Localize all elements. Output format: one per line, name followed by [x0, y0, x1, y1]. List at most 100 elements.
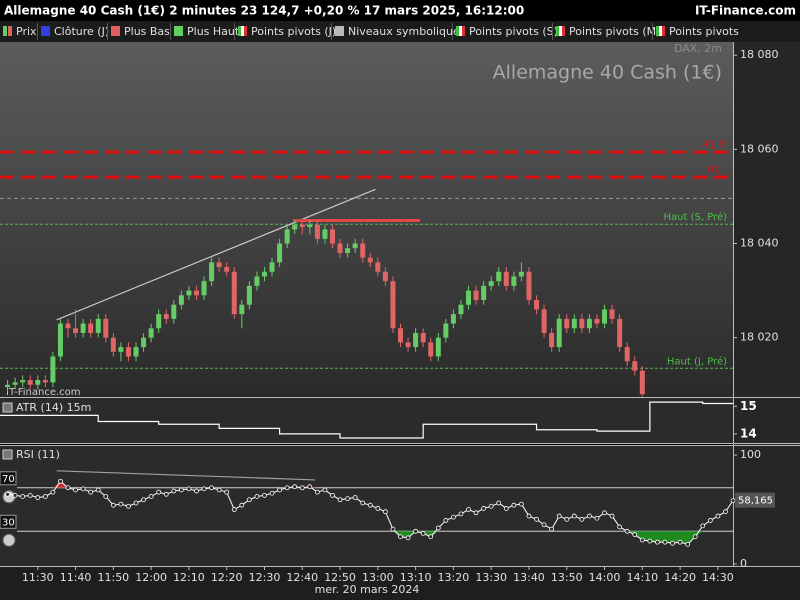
rsi-point: [50, 489, 56, 495]
x-tick-label: 12:00: [135, 571, 167, 584]
rsi-point: [541, 522, 547, 528]
toolbar-icon: [459, 26, 462, 36]
rsi-point: [110, 502, 116, 508]
candle-body: [125, 347, 131, 357]
candle-body: [322, 229, 328, 239]
candle-body: [375, 262, 381, 272]
rsi-point: [677, 539, 683, 545]
candle-body: [602, 309, 608, 324]
alert-icon[interactable]: [2, 533, 16, 547]
divergence-line: [56, 470, 316, 481]
toolbar-item[interactable]: Points pivots (J): [251, 25, 336, 38]
toolbar-item[interactable]: Points pivots (S): [469, 25, 558, 38]
checkbox[interactable]: [2, 449, 13, 460]
candle-body: [541, 309, 547, 333]
rsi-point: [163, 491, 169, 497]
candle-body: [65, 323, 71, 329]
rsi-point: [156, 489, 162, 495]
candle-body: [473, 290, 479, 301]
candle-body: [398, 328, 404, 343]
x-tick-label: 13:10: [400, 571, 432, 584]
rsi-point: [587, 513, 592, 519]
candle-body: [382, 271, 388, 282]
candle-body: [534, 300, 540, 310]
candle-body: [148, 328, 154, 338]
toolbar-item[interactable]: Clôture (J): [54, 25, 109, 38]
toolbar-icon: [111, 26, 120, 36]
rsi-point: [382, 509, 388, 515]
candle-body: [617, 318, 623, 348]
candle-body: [95, 318, 101, 333]
rsi-point: [330, 492, 335, 498]
candle-body: [571, 318, 577, 329]
rsi-point: [707, 518, 713, 523]
candle-body: [156, 314, 162, 329]
rsi-point: [367, 502, 373, 508]
rsi-point: [352, 495, 358, 500]
x-tick-label: 13:30: [475, 571, 507, 584]
toolbar-icon: [8, 26, 12, 36]
rsi-point: [27, 492, 33, 498]
y-tick-label: 18 060: [740, 142, 779, 155]
candle-body: [496, 271, 502, 282]
candle-body: [345, 248, 351, 253]
rsi-panel: [0, 446, 733, 566]
rsi-point: [194, 488, 199, 494]
rsi-point: [496, 500, 502, 506]
rsi-point: [337, 497, 343, 503]
rsi-point: [118, 501, 124, 507]
rsi-point: [299, 485, 305, 491]
toolbar-item[interactable]: Plus Haut: [187, 25, 240, 38]
toolbar-item[interactable]: Points pivots: [669, 25, 739, 38]
atr-title: ATR (14) 15m: [16, 401, 91, 414]
candle-body: [586, 318, 592, 329]
candle-body: [511, 276, 517, 286]
candle-body: [564, 318, 570, 329]
rsi-point: [639, 537, 645, 543]
level-label: Haut (S, Pré): [664, 211, 728, 223]
candle-body: [390, 281, 396, 329]
x-tick-label: 13:50: [551, 571, 583, 584]
toolbar-item[interactable]: Niveaux symboliques: [348, 25, 466, 38]
rsi-point: [292, 484, 298, 490]
toolbar-item[interactable]: Points pivots (M): [569, 25, 660, 38]
current-value-label: 58,165: [738, 496, 773, 507]
rsi-point: [443, 518, 449, 523]
toolbar-icon: [241, 26, 244, 36]
y-tick-label: 100: [740, 448, 761, 461]
rsi-point: [556, 513, 562, 519]
toolbar-icon: [656, 26, 659, 36]
candle-body: [405, 342, 411, 348]
toolbar-item[interactable]: Plus Bas: [124, 25, 170, 38]
candle-body: [118, 347, 124, 352]
candle-body: [352, 243, 358, 249]
rsi-point: [609, 513, 615, 519]
rsi-point: [35, 495, 41, 500]
candle-body: [579, 318, 585, 329]
rsi-point: [700, 523, 706, 529]
rsi-point: [345, 496, 351, 502]
candle-body: [337, 243, 343, 253]
rsi-point: [594, 515, 600, 521]
rsi-point: [723, 509, 728, 515]
candle-body: [360, 243, 366, 258]
toolbar-icon: [559, 26, 562, 36]
candle-body: [20, 380, 26, 383]
candle-body: [420, 332, 426, 343]
candle-body: [481, 285, 487, 301]
oversold-area: [7, 531, 733, 545]
rsi-point: [428, 534, 434, 540]
toolbar-item[interactable]: Prix: [16, 25, 37, 38]
checkbox[interactable]: [2, 402, 13, 413]
rsi-point: [534, 516, 539, 522]
watermark-site: IT-Finance.com: [6, 387, 81, 398]
y-tick-label: 18 080: [740, 48, 779, 61]
candle-body: [224, 267, 230, 272]
subtitle: DAX, 2m: [674, 42, 722, 55]
rsi-point: [519, 501, 524, 507]
candle-body: [193, 290, 199, 296]
candle-body: [50, 356, 56, 383]
rsi-point: [549, 526, 555, 532]
candle-body: [329, 229, 335, 244]
candle-body: [503, 271, 509, 286]
